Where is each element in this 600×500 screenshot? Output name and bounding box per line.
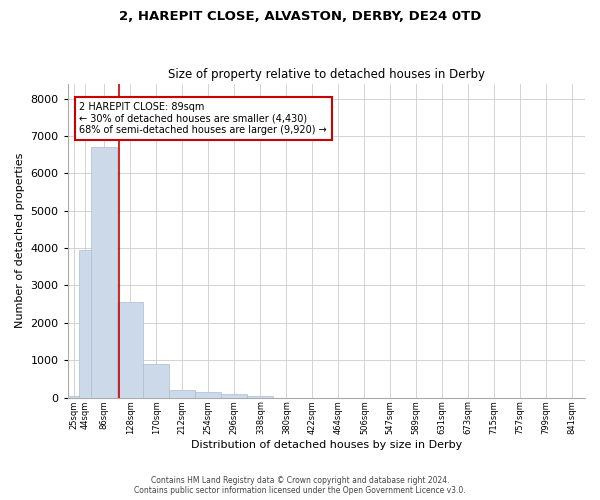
Bar: [117, 302, 143, 398]
Bar: [221, 394, 247, 398]
Y-axis label: Number of detached properties: Number of detached properties: [15, 153, 25, 328]
Bar: [169, 390, 196, 398]
Bar: [143, 364, 169, 398]
Bar: [79, 250, 91, 398]
Bar: [91, 147, 117, 398]
Bar: [247, 396, 274, 398]
Bar: [196, 392, 221, 398]
X-axis label: Distribution of detached houses by size in Derby: Distribution of detached houses by size …: [191, 440, 462, 450]
Text: Contains HM Land Registry data © Crown copyright and database right 2024.
Contai: Contains HM Land Registry data © Crown c…: [134, 476, 466, 495]
Text: 2 HAREPIT CLOSE: 89sqm
← 30% of detached houses are smaller (4,430)
68% of semi-: 2 HAREPIT CLOSE: 89sqm ← 30% of detached…: [79, 102, 327, 136]
Title: Size of property relative to detached houses in Derby: Size of property relative to detached ho…: [168, 68, 485, 81]
Text: 2, HAREPIT CLOSE, ALVASTON, DERBY, DE24 0TD: 2, HAREPIT CLOSE, ALVASTON, DERBY, DE24 …: [119, 10, 481, 23]
Bar: [68, 396, 79, 398]
